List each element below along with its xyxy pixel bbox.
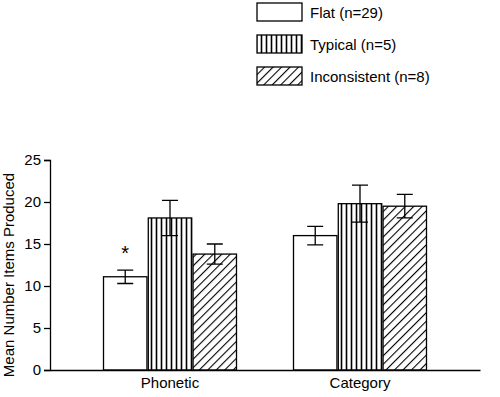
error-bar: [207, 244, 223, 264]
x-axis: Phonetic Category: [51, 370, 481, 391]
y-tick-mark: [44, 370, 50, 371]
bar: [148, 218, 191, 370]
y-axis-line: [44, 161, 51, 371]
annotation: *: [121, 242, 129, 264]
y-tick: 25: [24, 151, 50, 168]
x-tick-label: Phonetic: [141, 374, 200, 391]
x-tick-label: Category: [330, 374, 391, 391]
legend-label: Inconsistent (n=8): [310, 68, 430, 85]
chart: 0 5 10 15 20 25 Phonetic Category Mean Number It…: [0, 0, 500, 397]
y-tick-label: 0: [33, 361, 41, 378]
legend-swatch: [257, 3, 302, 21]
error-bar: [397, 194, 413, 218]
x-tick: Phonetic: [141, 370, 200, 391]
bar: [193, 254, 236, 370]
legend: Flat (n=29) Typical (n=5) Inconsistent (n=…: [257, 3, 430, 85]
y-tick-mark: [44, 244, 50, 245]
x-axis-line: [51, 370, 481, 371]
y-tick-mark: [44, 328, 50, 329]
error-bar: [162, 200, 178, 235]
legend-swatch: [257, 35, 302, 53]
y-tick: 10: [24, 277, 50, 294]
legend-label: Flat (n=29): [310, 4, 383, 21]
y-tick-mark: [44, 286, 50, 287]
legend-label: Typical (n=5): [310, 36, 396, 53]
y-tick: 15: [24, 235, 50, 252]
y-tick-label: 10: [24, 277, 41, 294]
y-tick-label: 5: [33, 319, 41, 336]
x-tick: Category: [330, 370, 391, 391]
y-tick: 20: [24, 193, 50, 210]
bar: [104, 277, 147, 370]
legend-swatch: [257, 67, 302, 85]
bar: [293, 236, 336, 370]
error-bar: [117, 270, 133, 283]
error-bar: [307, 226, 323, 244]
y-axis: 0 5 10 15 20 25: [24, 151, 50, 378]
y-axis-title: Mean Number Items Produced: [0, 173, 17, 377]
y-tick-label: 15: [24, 235, 41, 252]
y-tick-mark: [44, 160, 50, 161]
error-bar: [352, 185, 368, 222]
bars: [104, 185, 427, 370]
y-tick: 0: [33, 361, 50, 378]
y-tick-label: 25: [24, 151, 41, 168]
y-tick: 5: [33, 319, 50, 336]
bar: [383, 206, 426, 370]
y-tick-label: 20: [24, 193, 41, 210]
y-tick-mark: [44, 202, 50, 203]
bar: [338, 204, 381, 370]
